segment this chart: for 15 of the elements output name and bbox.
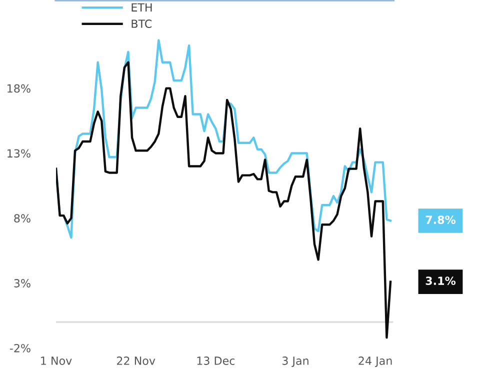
y-tick-label: 13% (8, 149, 30, 158)
legend-label: ETH (132, 3, 152, 12)
x-tick-label: 22 Nov (116, 356, 156, 365)
y-tick-label: 3% (14, 279, 30, 288)
y-tick-label: -2% (10, 344, 30, 352)
x-tick-label: 3 Jan (282, 356, 308, 368)
x-tick-label: 24 Jan (358, 356, 392, 368)
line-series (56, 61, 392, 339)
x-tick-label: 1 Nov (41, 356, 72, 365)
y-tick-label: 8% (14, 214, 30, 223)
text: 7.8% (426, 216, 456, 224)
x-tick-label: 13 Dec (197, 356, 235, 365)
text: 3.1% (426, 276, 456, 286)
y-tick-label: 18% (8, 84, 30, 93)
legend-label: BTC (132, 20, 152, 28)
